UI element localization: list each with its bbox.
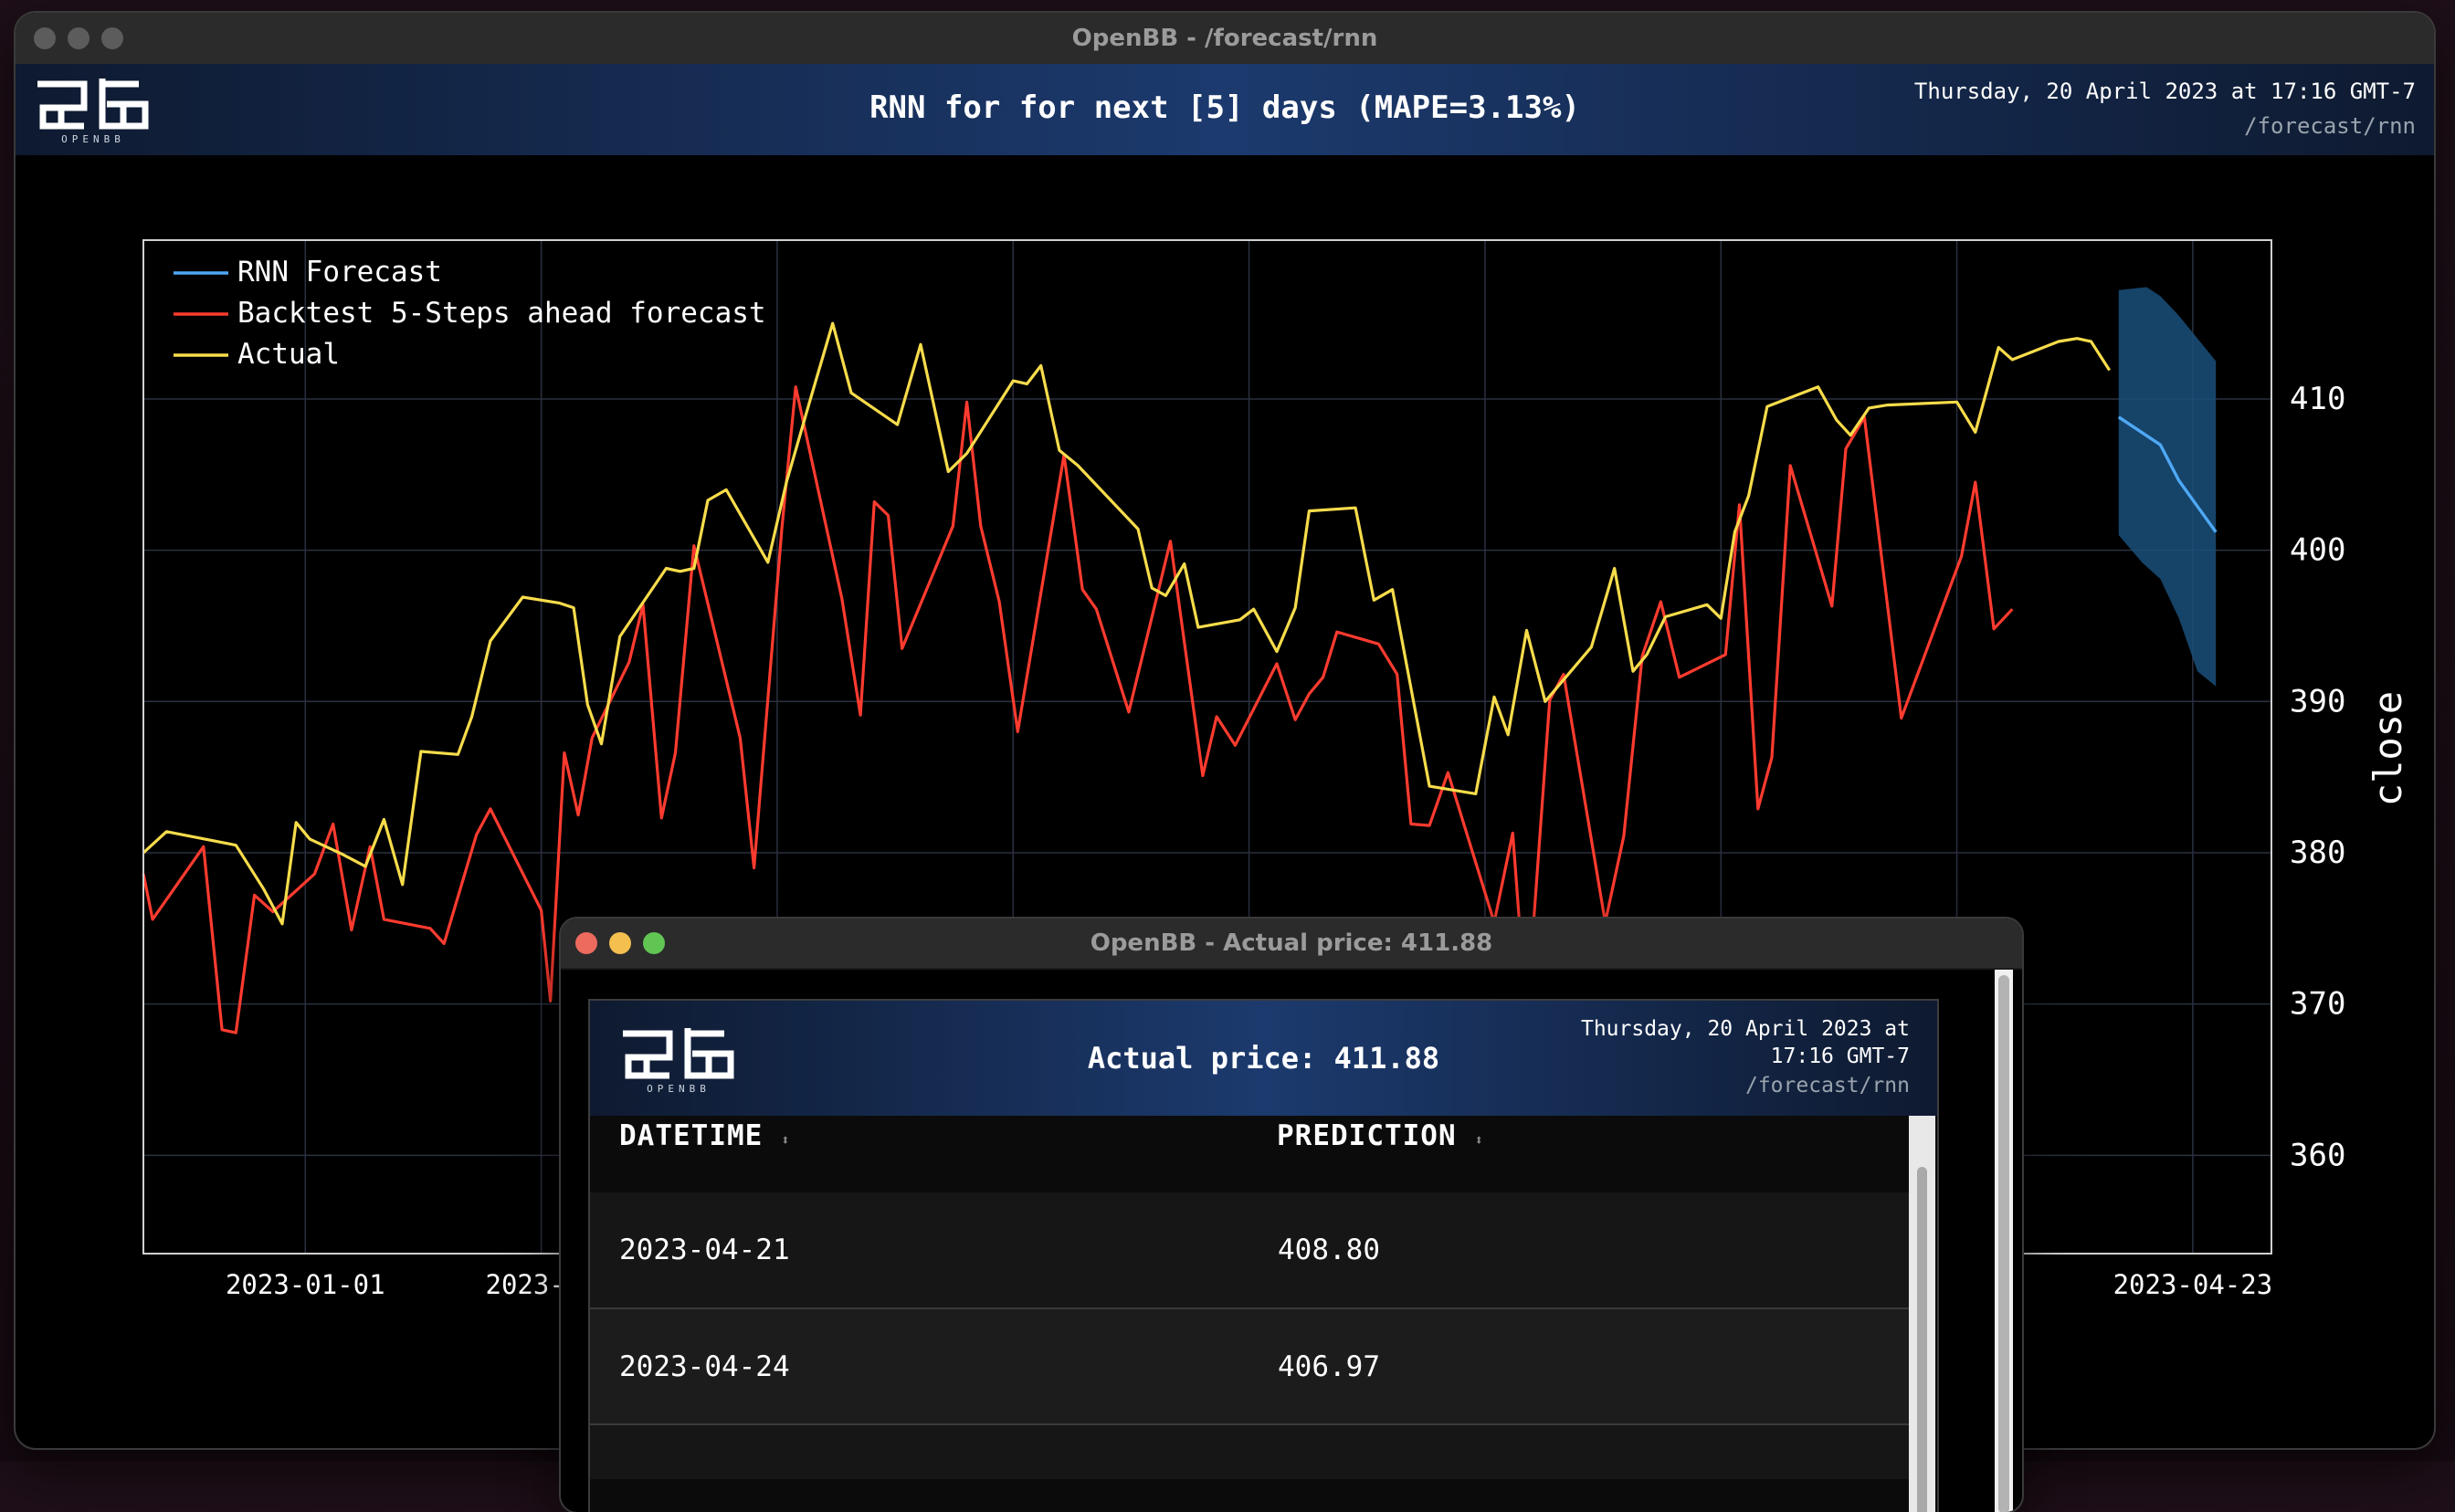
logo-text: OPENBB [61,133,125,145]
y-tick-label: 360 [2290,1137,2345,1173]
sort-icon[interactable]: ⬍ [780,1131,791,1149]
openbb-logo-icon [623,1028,734,1079]
legend-entry: Backtest 5-Steps ahead forecast [237,297,766,330]
header-path: /forecast/rnn [2244,113,2416,139]
close-button[interactable] [34,27,56,49]
y-tick-label: 390 [2290,683,2345,719]
x-tick-label: 2023-04-23 [2113,1269,2273,1300]
prediction-table: DATETIME ⬍ PREDICTION ⬍ 2023-04-21 408.8… [590,1116,1909,1479]
popup-minimize-button[interactable] [609,932,631,954]
popup-path: /forecast/rnn [1744,1074,1910,1097]
popup-timestamp: Thursday, 20 April 2023 at 17:16 GMT-7 [1581,1015,1910,1070]
cell-prediction: 406.97 [1278,1349,1380,1383]
table-header-row: DATETIME ⬍ PREDICTION ⬍ [590,1116,1909,1192]
popup-maximize-button[interactable] [643,932,665,954]
main-titlebar[interactable]: OpenBB - /forecast/rnn [16,13,2434,66]
actual-series-line [142,321,2112,926]
cell-prediction: 408.80 [1278,1234,1380,1266]
popup-close-button[interactable] [575,932,597,954]
popup-title: Actual price: 411.88 [1087,1041,1440,1076]
forecast-series-line [2117,415,2218,533]
column-header-datetime[interactable]: DATETIME ⬍ [590,1116,1277,1192]
column-header-label: PREDICTION [1277,1119,1457,1152]
sort-icon[interactable]: ⬍ [1474,1131,1484,1149]
column-header-prediction[interactable]: PREDICTION ⬍ [1277,1116,1909,1192]
inner-scrollbar-thumb[interactable] [1917,1167,1927,1512]
popup-header: OPENBB Actual price: 411.88 Thursday, 20… [590,1001,1937,1116]
y-tick-label: 410 [2290,381,2345,417]
popup-titlebar[interactable]: OpenBB - Actual price: 411.88 [561,919,2022,970]
legend-entry: Actual [237,338,340,371]
y-axis-label: close [2365,691,2410,806]
logo-text: OPENBB [647,1083,711,1095]
y-tick-label: 380 [2290,835,2345,871]
header-timestamp: Thursday, 20 April 2023 at 17:16 GMT-7 [1913,79,2416,104]
outer-scrollbar[interactable] [1995,970,2013,1512]
openbb-logo: OPENBB [34,75,153,145]
table-row [590,1424,1909,1479]
chart-title: RNN for for next [5] days (MAPE=3.13%) [869,89,1580,126]
cell-datetime: 2023-04-24 [619,1349,790,1383]
y-tick-label: 370 [2290,986,2345,1023]
legend-entry: RNN Forecast [237,256,442,289]
popup-window-title: OpenBB - Actual price: 411.88 [1090,929,1493,957]
window-title: OpenBB - /forecast/rnn [1071,25,1378,52]
column-header-label: DATETIME [619,1119,764,1152]
popup-content: OPENBB Actual price: 411.88 Thursday, 20… [588,999,1939,1512]
x-tick-label: 2023-01-01 [226,1269,385,1300]
popup-timestamp-line1: Thursday, 20 April 2023 at [1580,1017,1910,1041]
minimize-button[interactable] [68,27,90,49]
popup-timestamp-line2: 17:16 GMT-7 [1770,1045,1910,1068]
inner-scrollbar[interactable] [1909,1116,1935,1512]
chart-header: OPENBB RNN for for next [5] days (MAPE=3… [16,64,2434,155]
maximize-button[interactable] [101,27,123,49]
y-tick-label: 400 [2290,532,2345,569]
openbb-logo-icon [37,79,149,130]
forecast-confidence-band [2118,287,2217,687]
table-row: 2023-04-21 408.80 [590,1192,1909,1308]
popup-window: OpenBB - Actual price: 411.88 OPENBB Act… [561,919,2022,1512]
popup-openbb-logo: OPENBB [619,1024,738,1095]
cell-datetime: 2023-04-21 [619,1234,790,1266]
table-row: 2023-04-24 406.97 [590,1308,1909,1424]
outer-scrollbar-thumb[interactable] [1998,975,2009,1512]
